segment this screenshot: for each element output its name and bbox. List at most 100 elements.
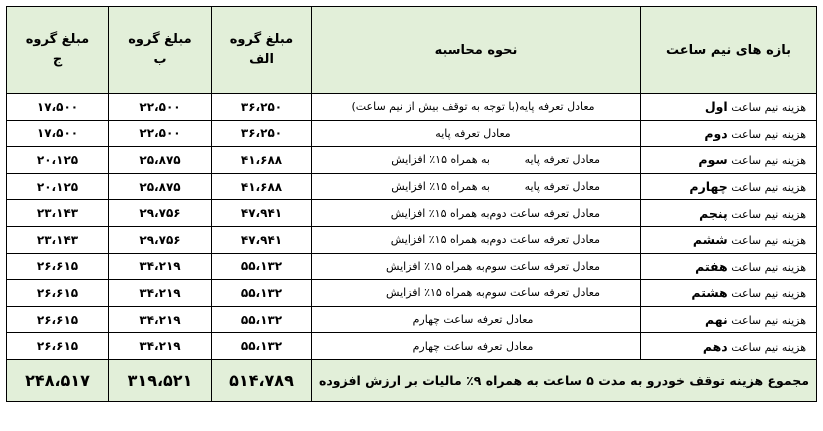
method-base: معادل تعرفه پایه [435, 126, 511, 140]
table-row: هزینه نیم ساعت هشتم معادل تعرفه ساعت سومب… [6, 279, 817, 307]
header-method: نحوه محاسبه [311, 6, 641, 94]
period-prefix: هزینه نیم ساعت [731, 127, 806, 141]
group-c-value: ۱۷،۵۰۰ [6, 119, 109, 148]
period-ordinal: سوم [698, 152, 728, 168]
header-group-c-line2: ج [52, 52, 63, 67]
table-row: هزینه نیم ساعت اول معادل تعرفه پایه(با تو… [6, 93, 817, 121]
group-c-value: ۲۰،۱۲۵ [6, 146, 109, 174]
group-a-value: ۳۶،۲۵۰ [211, 119, 312, 148]
method-cell: معادل تعرفه ساعت سومبه همراه ۱۵٪ افزایش [311, 279, 641, 307]
group-c-value: ۲۶،۶۱۵ [6, 279, 109, 307]
group-a-value: ۴۷،۹۴۱ [211, 199, 312, 227]
total-row: مجموع هزینه توقف خودرو به مدت ۵ ساعت به … [6, 358, 817, 402]
method-cell: معادل تعرفه پایه به همراه ۱۵٪ افزایش [311, 172, 641, 201]
table-row: هزینه نیم ساعت پنجم معادل تعرفه ساعت دومب… [6, 199, 817, 227]
period-prefix: هزینه نیم ساعت [731, 340, 806, 354]
group-b-value: ۳۴،۲۱۹ [108, 332, 212, 360]
period-cell: هزینه نیم ساعت هشتم [640, 279, 817, 307]
group-a-value: ۴۱،۶۸۸ [211, 172, 312, 201]
header-group-b: مبلغ گروه ب [108, 6, 212, 94]
table-row: هزینه نیم ساعت دهم معادل تعرفه ساعت چهارم… [6, 332, 817, 360]
group-b-value: ۳۴،۲۱۹ [108, 252, 212, 281]
tariff-table-container: بازه های نیم ساعت نحوه محاسبه مبلغ گروه … [6, 6, 817, 424]
header-period: بازه های نیم ساعت [640, 6, 817, 94]
method-cell: معادل تعرفه ساعت دومبه همراه ۱۵٪ افزایش [311, 199, 641, 227]
group-c-value: ۲۳،۱۴۳ [6, 225, 109, 254]
table-row: هزینه نیم ساعت سوم معادل تعرفه پایه به همر… [6, 146, 817, 174]
header-group-c: مبلغ گروه ج [6, 6, 109, 94]
period-prefix: هزینه نیم ساعت [731, 101, 806, 115]
method-base: معادل تعرفه ساعت سوم [484, 259, 600, 273]
group-a-value: ۵۵،۱۳۲ [211, 305, 312, 334]
period-cell: هزینه نیم ساعت نهم [640, 305, 817, 334]
table-row: هزینه نیم ساعت دوم معادل تعرفه پایه ۳۶،۲۵۰… [6, 119, 817, 148]
period-prefix: هزینه نیم ساعت [731, 314, 806, 328]
period-prefix: هزینه نیم ساعت [731, 234, 806, 248]
period-ordinal: هفتم [695, 258, 728, 274]
period-cell: هزینه نیم ساعت سوم [640, 146, 817, 174]
total-group-a: ۵۱۴،۷۸۹ [211, 358, 312, 402]
method-base: معادل تعرفه ساعت چهارم [412, 313, 534, 327]
method-base: معادل تعرفه پایه(با توجه به توقف بیش از … [351, 100, 595, 114]
method-base: معادل تعرفه پایه [524, 180, 600, 194]
header-group-b-line1: مبلغ گروه [128, 32, 192, 47]
method-increase: به همراه ۱۵٪ افزایش [391, 153, 490, 167]
table-row: هزینه نیم ساعت هفتم معادل تعرفه ساعت سومب… [6, 252, 817, 281]
method-increase: به همراه ۱۵٪ افزایش [390, 206, 490, 220]
method-increase: به همراه ۱۵٪ افزایش [386, 286, 485, 300]
parking-tariff-table: بازه های نیم ساعت نحوه محاسبه مبلغ گروه … [6, 6, 817, 402]
period-ordinal: دوم [704, 125, 728, 141]
group-b-value: ۲۹،۷۵۶ [108, 225, 212, 254]
method-increase: به همراه ۱۵٪ افزایش [386, 259, 485, 273]
method-increase: به همراه ۱۵٪ افزایش [390, 233, 490, 247]
group-b-value: ۳۴،۲۱۹ [108, 305, 212, 334]
period-cell: هزینه نیم ساعت دهم [640, 332, 817, 360]
period-prefix: هزینه نیم ساعت [731, 181, 806, 195]
total-group-b: ۳۱۹،۵۲۱ [108, 358, 212, 402]
method-cell: معادل تعرفه ساعت سومبه همراه ۱۵٪ افزایش [311, 252, 641, 281]
period-cell: هزینه نیم ساعت هفتم [640, 252, 817, 281]
header-group-a: مبلغ گروه الف [211, 6, 312, 94]
period-ordinal: اول [704, 99, 728, 115]
group-c-value: ۱۷،۵۰۰ [6, 93, 109, 121]
method-base: معادل تعرفه ساعت دوم [489, 206, 600, 220]
period-ordinal: پنجم [699, 205, 728, 221]
group-a-value: ۵۵،۱۳۲ [211, 332, 312, 360]
group-a-value: ۳۶،۲۵۰ [211, 93, 312, 121]
method-cell: معادل تعرفه ساعت دومبه همراه ۱۵٪ افزایش [311, 225, 641, 254]
header-group-c-line1: مبلغ گروه [25, 32, 90, 47]
header-group-a-line1: مبلغ گروه [229, 32, 294, 47]
period-ordinal: نهم [704, 312, 728, 328]
header-row: بازه های نیم ساعت نحوه محاسبه مبلغ گروه … [6, 6, 817, 94]
total-group-c: ۲۴۸،۵۱۷ [6, 358, 109, 402]
period-ordinal: چهارم [689, 179, 728, 195]
group-c-value: ۲۰،۱۲۵ [6, 172, 109, 201]
method-increase: به همراه ۱۵٪ افزایش [391, 180, 490, 194]
period-prefix: هزینه نیم ساعت [731, 207, 806, 221]
table-row: هزینه نیم ساعت چهارم معادل تعرفه پایه به ه… [6, 172, 817, 201]
period-cell: هزینه نیم ساعت ششم [640, 225, 817, 254]
group-c-value: ۲۳،۱۴۳ [6, 199, 109, 227]
group-a-value: ۵۵،۱۳۲ [211, 279, 312, 307]
period-cell: هزینه نیم ساعت چهارم [640, 172, 817, 201]
period-cell: هزینه نیم ساعت دوم [640, 119, 817, 148]
period-cell: هزینه نیم ساعت پنجم [640, 199, 817, 227]
group-a-value: ۵۵،۱۳۲ [211, 252, 312, 281]
group-b-value: ۳۴،۲۱۹ [108, 279, 212, 307]
method-cell: معادل تعرفه ساعت چهارم [311, 305, 641, 334]
method-base: معادل تعرفه ساعت دوم [489, 233, 600, 247]
period-cell: هزینه نیم ساعت اول [640, 93, 817, 121]
method-base: معادل تعرفه ساعت سوم [484, 286, 600, 300]
period-prefix: هزینه نیم ساعت [731, 260, 806, 274]
method-base: معادل تعرفه پایه [524, 153, 600, 167]
total-label: مجموع هزینه توقف خودرو به مدت ۵ ساعت به … [311, 358, 817, 402]
group-c-value: ۲۶،۶۱۵ [6, 305, 109, 334]
group-b-value: ۲۲،۵۰۰ [108, 93, 212, 121]
group-b-value: ۲۵،۸۷۵ [108, 172, 212, 201]
period-ordinal: ششم [692, 232, 728, 248]
period-ordinal: دهم [702, 338, 728, 354]
period-prefix: هزینه نیم ساعت [731, 154, 806, 168]
header-group-b-line2: ب [153, 52, 167, 67]
group-b-value: ۲۹،۷۵۶ [108, 199, 212, 227]
group-c-value: ۲۶،۶۱۵ [6, 332, 109, 360]
